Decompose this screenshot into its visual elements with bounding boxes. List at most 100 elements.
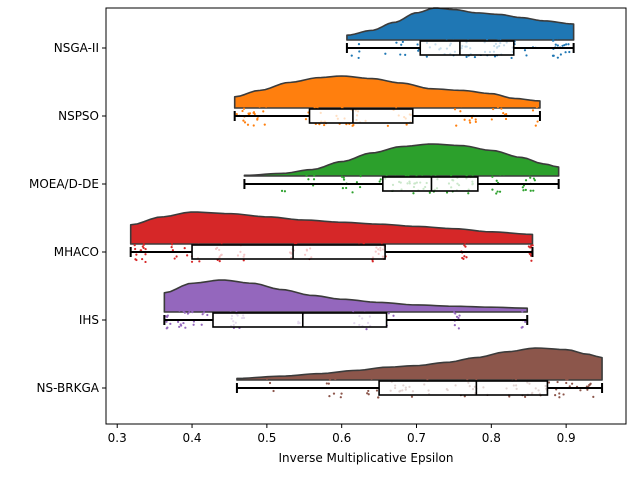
data-point	[342, 176, 345, 179]
data-point	[202, 311, 206, 314]
axes-frame	[105, 7, 627, 425]
data-point	[385, 173, 388, 176]
data-point	[246, 123, 250, 126]
data-point	[532, 189, 535, 192]
x-tick-label: 0.9	[557, 431, 576, 445]
data-point	[504, 117, 508, 121]
data-point	[283, 190, 287, 193]
data-point	[370, 377, 373, 380]
data-point	[405, 123, 408, 126]
data-point	[171, 249, 174, 252]
data-point	[562, 393, 565, 396]
data-point	[334, 377, 337, 381]
data-point	[535, 106, 538, 109]
data-point	[313, 174, 316, 177]
data-point	[567, 43, 570, 46]
data-point	[379, 178, 382, 181]
series-group	[129, 211, 534, 264]
data-point	[463, 241, 467, 244]
series-group	[235, 347, 604, 399]
data-point	[173, 257, 176, 260]
data-point	[463, 255, 466, 258]
data-point	[475, 377, 478, 381]
data-point	[188, 311, 191, 314]
data-point	[357, 43, 361, 46]
data-point	[342, 178, 346, 181]
data-point	[495, 192, 498, 195]
data-point	[563, 43, 566, 47]
data-point	[166, 315, 169, 318]
data-point	[491, 188, 494, 191]
data-point	[304, 118, 308, 121]
data-point	[340, 392, 343, 395]
data-point	[218, 260, 221, 263]
data-point	[466, 378, 469, 381]
data-point	[141, 245, 144, 248]
iqr-box	[382, 176, 479, 192]
density-cloud	[243, 143, 560, 177]
data-point	[170, 246, 173, 249]
data-point	[532, 177, 536, 180]
data-point	[229, 309, 232, 312]
data-point	[552, 39, 555, 42]
data-point	[468, 119, 471, 122]
data-point	[367, 393, 370, 396]
data-point	[428, 191, 431, 194]
data-point	[175, 255, 178, 258]
data-point	[384, 52, 387, 55]
data-point	[305, 174, 308, 177]
data-point	[328, 395, 331, 398]
data-point	[554, 394, 557, 397]
data-point	[473, 55, 477, 59]
data-point	[355, 181, 359, 184]
data-point	[498, 190, 502, 193]
data-point	[192, 323, 195, 326]
data-point	[394, 173, 397, 176]
iqr-box	[191, 244, 386, 260]
data-point	[307, 178, 310, 181]
y-axis: NSGA-II NSPSO MOEA/D-DE MHACO IHS NS-BRKGA	[29, 41, 106, 395]
data-point	[351, 309, 355, 312]
data-point	[466, 37, 470, 40]
data-point	[452, 37, 455, 40]
data-point	[529, 176, 532, 179]
data-point	[430, 173, 433, 176]
data-point	[265, 377, 269, 380]
data-point	[465, 55, 468, 58]
data-point	[184, 326, 187, 329]
data-point	[521, 325, 524, 329]
data-point	[592, 395, 595, 398]
data-point	[352, 123, 355, 127]
data-point	[460, 104, 463, 108]
data-point	[386, 124, 389, 127]
data-point	[510, 56, 513, 60]
data-point	[525, 54, 528, 57]
data-point	[558, 392, 561, 395]
data-point	[534, 124, 537, 127]
data-point	[165, 320, 168, 323]
data-point	[521, 310, 524, 313]
data-point	[525, 376, 528, 380]
data-point	[186, 312, 190, 315]
data-point	[465, 174, 468, 177]
data-point	[462, 257, 465, 260]
data-point	[463, 244, 466, 247]
data-point	[568, 385, 571, 388]
iqr-box	[212, 312, 388, 328]
data-point	[323, 123, 326, 127]
data-point	[178, 309, 181, 312]
data-point	[571, 382, 574, 385]
data-point	[404, 53, 407, 56]
y-tick-label: NSGA-II	[54, 41, 99, 55]
data-point	[556, 380, 559, 384]
data-point	[252, 111, 256, 114]
data-point	[263, 123, 266, 126]
data-point	[491, 175, 494, 178]
data-point	[327, 382, 330, 385]
x-tick-label: 0.6	[332, 431, 351, 445]
data-point	[190, 260, 194, 263]
data-point	[445, 191, 449, 194]
density-cloud	[129, 211, 534, 245]
y-tick-label: NSPSO	[58, 109, 99, 123]
data-point	[556, 44, 559, 47]
